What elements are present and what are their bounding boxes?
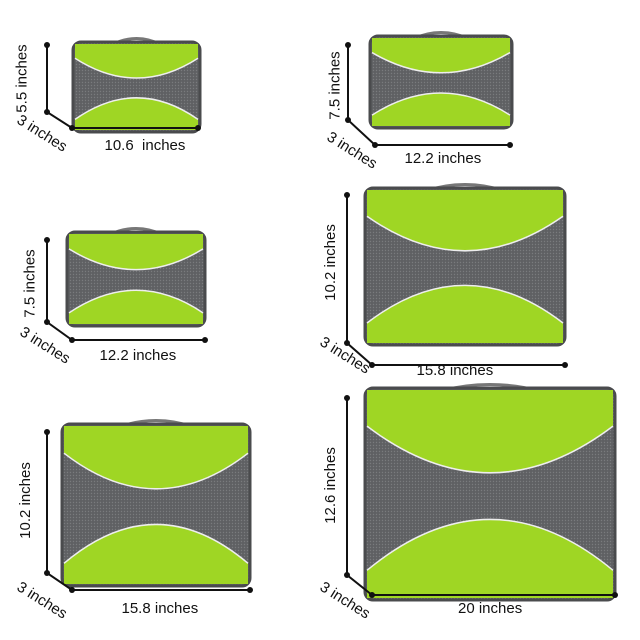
cube-small-slim [44, 37, 202, 134]
piping [371, 51, 511, 74]
dimension-lines [46, 432, 250, 591]
dimension-endpoint [44, 237, 50, 243]
dimension-endpoint [247, 587, 253, 593]
piping [366, 215, 564, 252]
green-top-panel [367, 390, 613, 473]
dimension-lines [346, 398, 615, 596]
piping [68, 248, 204, 271]
dimension-endpoint [69, 337, 75, 343]
height-label: 5.5 inches [13, 43, 31, 113]
dimension-endpoint [44, 319, 50, 325]
green-top-panel [367, 190, 563, 251]
dimension-lines [46, 45, 198, 129]
green-top-panel [69, 234, 203, 270]
green-bottom-panel [372, 93, 510, 126]
piping [371, 92, 511, 116]
dimension-endpoint [44, 570, 50, 576]
piping [366, 284, 564, 324]
dimension-endpoint [44, 429, 50, 435]
height-label: 10.2 inches [16, 461, 34, 539]
green-top-panel [372, 38, 510, 73]
dimension-endpoint [507, 142, 513, 148]
dimension-endpoint [344, 395, 350, 401]
dimension-endpoint [344, 340, 350, 346]
piping [68, 289, 204, 314]
dimension-lines [347, 45, 510, 146]
green-top-panel [64, 426, 248, 489]
green-bottom-panel [75, 97, 198, 130]
width-label: 15.8 inches [416, 361, 494, 379]
piping [366, 425, 614, 474]
width-label: 10.6 inches [104, 136, 186, 154]
width-label: 20 inches [458, 599, 523, 617]
green-top-panel [75, 44, 198, 78]
dimension-lines [346, 195, 565, 366]
dimension-endpoint [369, 362, 375, 368]
width-label: 12.2 inches [99, 346, 177, 364]
green-bottom-panel [367, 519, 613, 598]
dimension-endpoint [372, 142, 378, 148]
cube-small [345, 31, 514, 148]
dimension-endpoint [562, 362, 568, 368]
dimension-endpoint [345, 117, 351, 123]
dimension-endpoint [344, 192, 350, 198]
dimension-endpoint [195, 125, 201, 131]
piping [63, 452, 249, 490]
dimension-endpoint [44, 109, 50, 115]
piping [74, 57, 199, 79]
dimension-endpoint [44, 42, 50, 48]
dimension-lines [46, 240, 205, 341]
cube-medium-2 [44, 419, 253, 593]
height-label: 7.5 inches [21, 248, 39, 318]
cube-small-2 [44, 227, 208, 343]
green-bottom-panel [64, 524, 248, 584]
green-bottom-panel [367, 285, 563, 343]
height-label: 10.2 inches [321, 223, 339, 301]
dimension-endpoint [202, 337, 208, 343]
piping [63, 523, 249, 564]
height-label: 7.5 inches [326, 50, 344, 120]
dimension-endpoint [369, 592, 375, 598]
dimension-endpoint [69, 125, 75, 131]
dimension-endpoint [69, 587, 75, 593]
piping [366, 518, 614, 571]
height-label: 12.6 inches [321, 446, 339, 524]
piping [74, 97, 199, 121]
cube-large [344, 383, 618, 602]
dimension-endpoint [345, 42, 351, 48]
dimension-endpoint [612, 592, 618, 598]
dimension-endpoint [344, 572, 350, 578]
width-label: 12.2 inches [404, 149, 482, 167]
cube-medium [344, 183, 568, 368]
green-bottom-panel [69, 290, 203, 324]
width-label: 15.8 inches [121, 599, 199, 617]
